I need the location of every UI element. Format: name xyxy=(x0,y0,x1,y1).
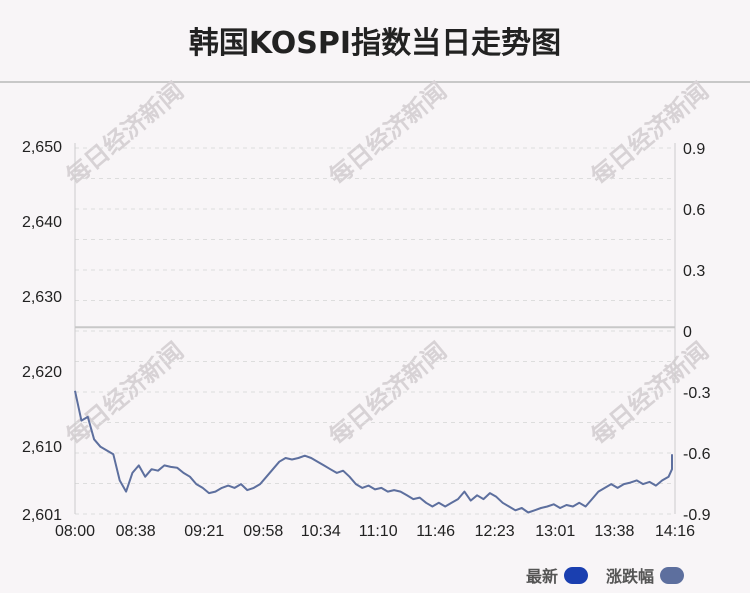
y-left-tick-label: 2,640 xyxy=(22,214,62,231)
x-tick-label: 09:58 xyxy=(243,523,283,540)
x-tick-label: 08:00 xyxy=(55,523,95,540)
y-left-tick-label: 2,620 xyxy=(22,364,62,381)
x-tick-label: 08:38 xyxy=(116,523,156,540)
y-right-tick-label: -0.9 xyxy=(683,507,711,524)
legend-latest-label: 最新 xyxy=(525,567,558,586)
x-tick-label: 10:34 xyxy=(301,523,341,540)
y-right-tick-label: 0.3 xyxy=(683,263,705,280)
series-layer xyxy=(74,390,673,514)
y-right-tick-label: 0.9 xyxy=(683,141,705,158)
watermark-text: 每日经济新闻 xyxy=(586,77,714,191)
y-right-tick-label: 0 xyxy=(683,324,692,341)
x-tick-label: 11:10 xyxy=(359,523,398,540)
x-tick-label: 12:23 xyxy=(475,523,515,540)
y-left-tick-label: 2,650 xyxy=(22,139,62,156)
y-left-tick-label: 2,630 xyxy=(22,289,62,306)
legend: 最新 涨跌幅 xyxy=(526,563,684,587)
axes xyxy=(74,143,676,514)
y-right-tick-label: 0.6 xyxy=(683,202,705,219)
watermark-text: 每日经济新闻 xyxy=(61,337,189,451)
x-tick-label: 11:46 xyxy=(416,523,455,540)
title-divider xyxy=(0,81,750,83)
watermark-text: 每日经济新闻 xyxy=(324,337,452,451)
grid-lines xyxy=(75,147,675,515)
watermark-text: 每日经济新闻 xyxy=(61,77,189,191)
x-tick-label: 09:21 xyxy=(184,523,224,540)
tick-labels: 2,650 2,640 2,630 2,620 2,610 2,601 0.9 0.6 0.3 0… xyxy=(22,139,711,540)
x-tick-label: 13:38 xyxy=(594,523,634,540)
legend-change-label: 涨跌幅 xyxy=(605,567,654,586)
chart-title: 韩国KOSPI指数当日走势图 xyxy=(188,26,562,61)
series-line xyxy=(74,390,673,514)
y-right-tick-label: -0.3 xyxy=(683,385,711,402)
y-right-tick-label: -0.6 xyxy=(683,446,711,463)
x-tick-label: 14:16 xyxy=(655,523,695,540)
y-left-tick-label: 2,601 xyxy=(22,507,62,524)
legend-latest-swatch xyxy=(563,566,588,584)
y-left-tick-label: 2,610 xyxy=(22,439,62,456)
legend-change-swatch xyxy=(660,566,684,584)
watermark-text: 每日经济新闻 xyxy=(324,77,452,191)
x-tick-label: 13:01 xyxy=(535,523,575,540)
